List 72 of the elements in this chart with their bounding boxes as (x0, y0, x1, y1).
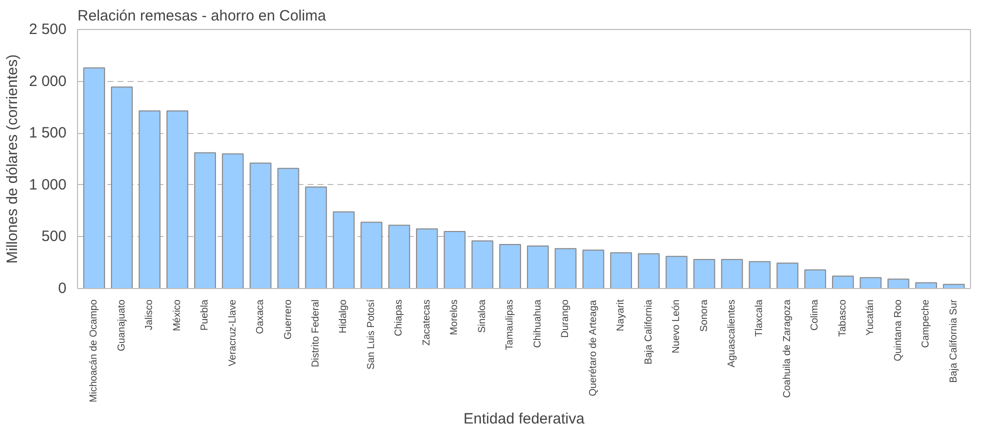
x-tick-label: Chiapas (394, 299, 405, 336)
x-tick-label: Michoacán de Ocampo (88, 299, 100, 402)
bar (416, 228, 438, 288)
x-tick-label: Guanajuato (116, 299, 128, 352)
x-tick-label: Chihuahua (532, 299, 544, 348)
bar (582, 250, 604, 288)
bar (444, 231, 466, 288)
bar (83, 67, 106, 288)
x-tick-label: Morelos (449, 299, 460, 336)
x-tick-label: Oaxaca (255, 299, 266, 334)
x-tick-label: Distrito Federal (310, 299, 322, 368)
y-tick-label: 500 (41, 228, 67, 246)
x-tick-label: Aguascalientes (726, 299, 738, 368)
bar (748, 261, 771, 288)
y-tick-label: 1 500 (28, 124, 67, 142)
bar (721, 258, 743, 288)
x-axis-title: Entidad federativa (464, 410, 586, 428)
y-tick-label: 1 000 (28, 176, 67, 194)
bar (887, 278, 910, 288)
bar (194, 152, 216, 288)
x-tick-label: Tamaulipas (504, 299, 516, 350)
x-tick-label: Sonora (698, 299, 710, 332)
x-tick-label: Nuevo León (671, 299, 682, 354)
x-tick-label: San Luis Potosí (366, 299, 377, 370)
bar (305, 186, 327, 288)
x-tick-label: Hidalgo (338, 299, 350, 334)
x-tick-label: Querétaro de Arteaga (588, 300, 599, 396)
x-tick-label: Puebla (200, 299, 211, 331)
bar (526, 246, 549, 288)
x-tick-label: Nayarit (616, 299, 627, 332)
bar (832, 276, 854, 288)
bar (138, 110, 161, 288)
x-tick-label: Zacatecas (421, 299, 432, 346)
x-tick-label: Baja California (643, 299, 654, 365)
bar (693, 258, 716, 288)
x-tick-label: Yucatán (865, 299, 876, 336)
y-tick-label: 2 000 (28, 72, 67, 90)
bar (804, 269, 826, 288)
bar (666, 256, 688, 288)
chart-title: Relación remesas - ahorro en Colima (78, 8, 327, 24)
x-tick-label: Guerrero (282, 299, 294, 340)
x-tick-label: Veracruz-Llave (227, 299, 238, 366)
bar (554, 248, 576, 288)
bar (638, 253, 660, 288)
bar (166, 110, 188, 288)
x-tick-label: Sinaloa (476, 299, 488, 333)
bar (610, 252, 632, 288)
x-tick-label: Jalisco (144, 299, 156, 330)
x-tick-label: Campeche (920, 299, 932, 348)
bar (499, 244, 522, 288)
bar (860, 277, 882, 288)
y-axis-title: Millones de dólares (corrientes) (4, 54, 21, 264)
bar (332, 211, 355, 288)
bar (222, 153, 244, 288)
x-tick-label: Durango (560, 299, 572, 338)
y-tick-label: 0 (58, 280, 66, 297)
x-tick-label: Tlaxcala (754, 299, 766, 337)
bar (472, 240, 494, 288)
x-tick-label: Baja California Sur (948, 298, 960, 383)
x-tick-label: Quintana Roo (892, 299, 904, 362)
bar (250, 162, 272, 288)
bar (110, 86, 133, 288)
bar (776, 262, 798, 288)
x-tick-label: Tabasco (837, 299, 848, 337)
bar (388, 224, 410, 288)
x-tick-label: Coahuila de Zaragoza (782, 299, 793, 398)
bar (915, 282, 938, 288)
bar (277, 168, 300, 288)
bar (360, 222, 382, 288)
y-tick-label: 2 500 (28, 21, 67, 38)
x-tick-label: Colima (810, 299, 821, 331)
x-tick-label: México (172, 299, 183, 332)
